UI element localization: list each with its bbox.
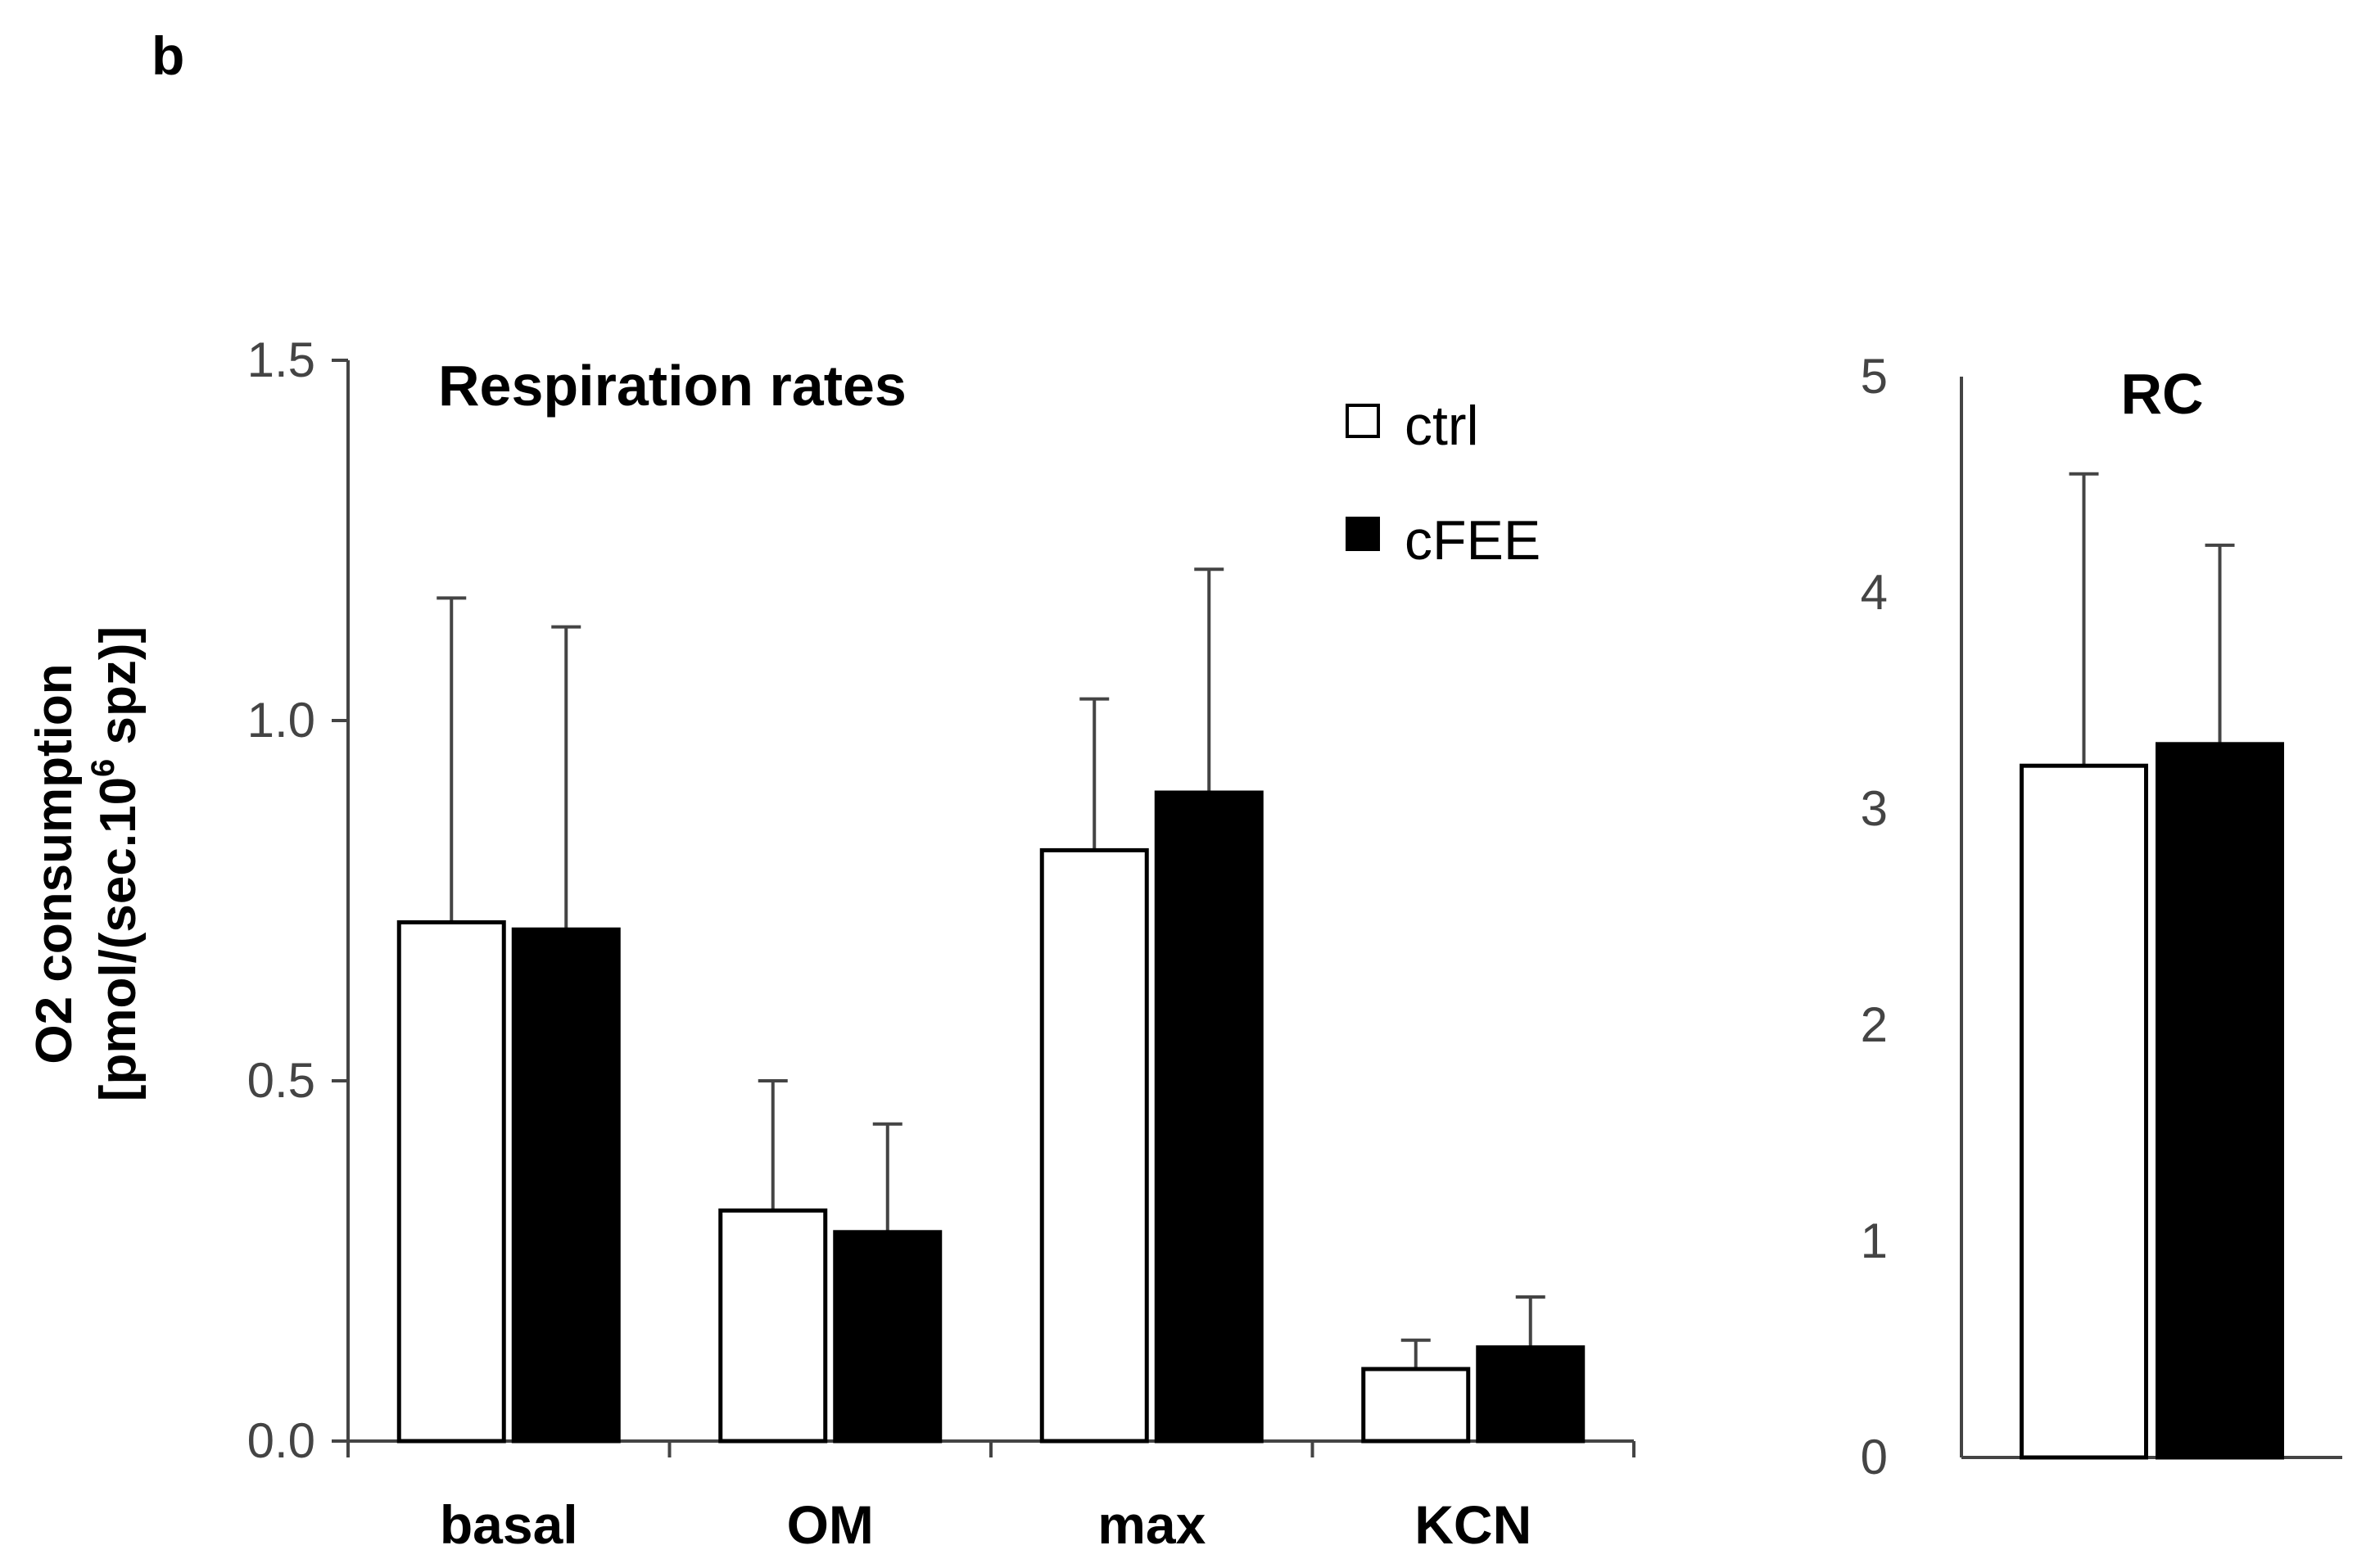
bar-cfee: [511, 927, 621, 1444]
right-y-tick-label: 4: [1861, 565, 1888, 620]
rc-bar-cfee: [2156, 742, 2284, 1460]
legend-swatch-ctrl: [1346, 404, 1380, 438]
y-axis-label-line1: O2 consumption: [26, 663, 83, 1064]
right-y-tick-label: 0: [1861, 1430, 1888, 1484]
right-y-tick-label: 1: [1861, 1213, 1888, 1268]
left-y-tick-label: 1.5: [247, 332, 315, 387]
y-axis-label-superscript: 6: [85, 759, 121, 777]
bar-ctrl: [1361, 1367, 1471, 1444]
bar-ctrl: [396, 920, 506, 1444]
right-y-tick-label: 2: [1861, 997, 1888, 1052]
legend: ctrl cFEE: [1346, 395, 1540, 572]
chart-marks: 0.0 0.5 1.0 1.5 basal OM max KCN 0 1 2 3 4 5: [247, 332, 2342, 1555]
left-y-tick-label: 0.5: [247, 1053, 315, 1108]
panel-label: b: [152, 25, 185, 86]
bar-cfee: [1154, 790, 1264, 1444]
legend-label-cfee: cFEE: [1405, 509, 1540, 572]
y-axis-label: O2 consumption [pmol/(sec.106 spz)]: [26, 626, 147, 1101]
legend-label-ctrl: ctrl: [1405, 395, 1479, 457]
y-axis-label-line2: [pmol/(sec.106 spz)]: [85, 626, 147, 1101]
x-category-label: OM: [787, 1494, 874, 1555]
right-y-tick-label: 5: [1861, 349, 1888, 404]
y-axis-label-line2-start: [pmol/(sec.10: [90, 777, 147, 1101]
left-chart-title: Respiration rates: [438, 354, 907, 418]
left-y-tick-label: 1.0: [247, 693, 315, 748]
bar-ctrl: [718, 1208, 828, 1444]
x-category-label: basal: [440, 1494, 578, 1555]
right-chart-title: RC: [2120, 362, 2203, 426]
bar-cfee: [833, 1230, 943, 1444]
y-axis-label-line2-end: spz)]: [90, 626, 147, 759]
bar-ctrl: [1039, 847, 1149, 1444]
left-y-tick-label: 0.0: [247, 1413, 315, 1468]
bar-cfee: [1476, 1345, 1586, 1444]
right-y-tick-label: 3: [1861, 781, 1888, 836]
rc-bar-ctrl: [2020, 763, 2148, 1460]
x-category-label: KCN: [1414, 1494, 1531, 1555]
legend-swatch-cfee: [1346, 517, 1380, 551]
x-category-label: max: [1097, 1494, 1206, 1555]
